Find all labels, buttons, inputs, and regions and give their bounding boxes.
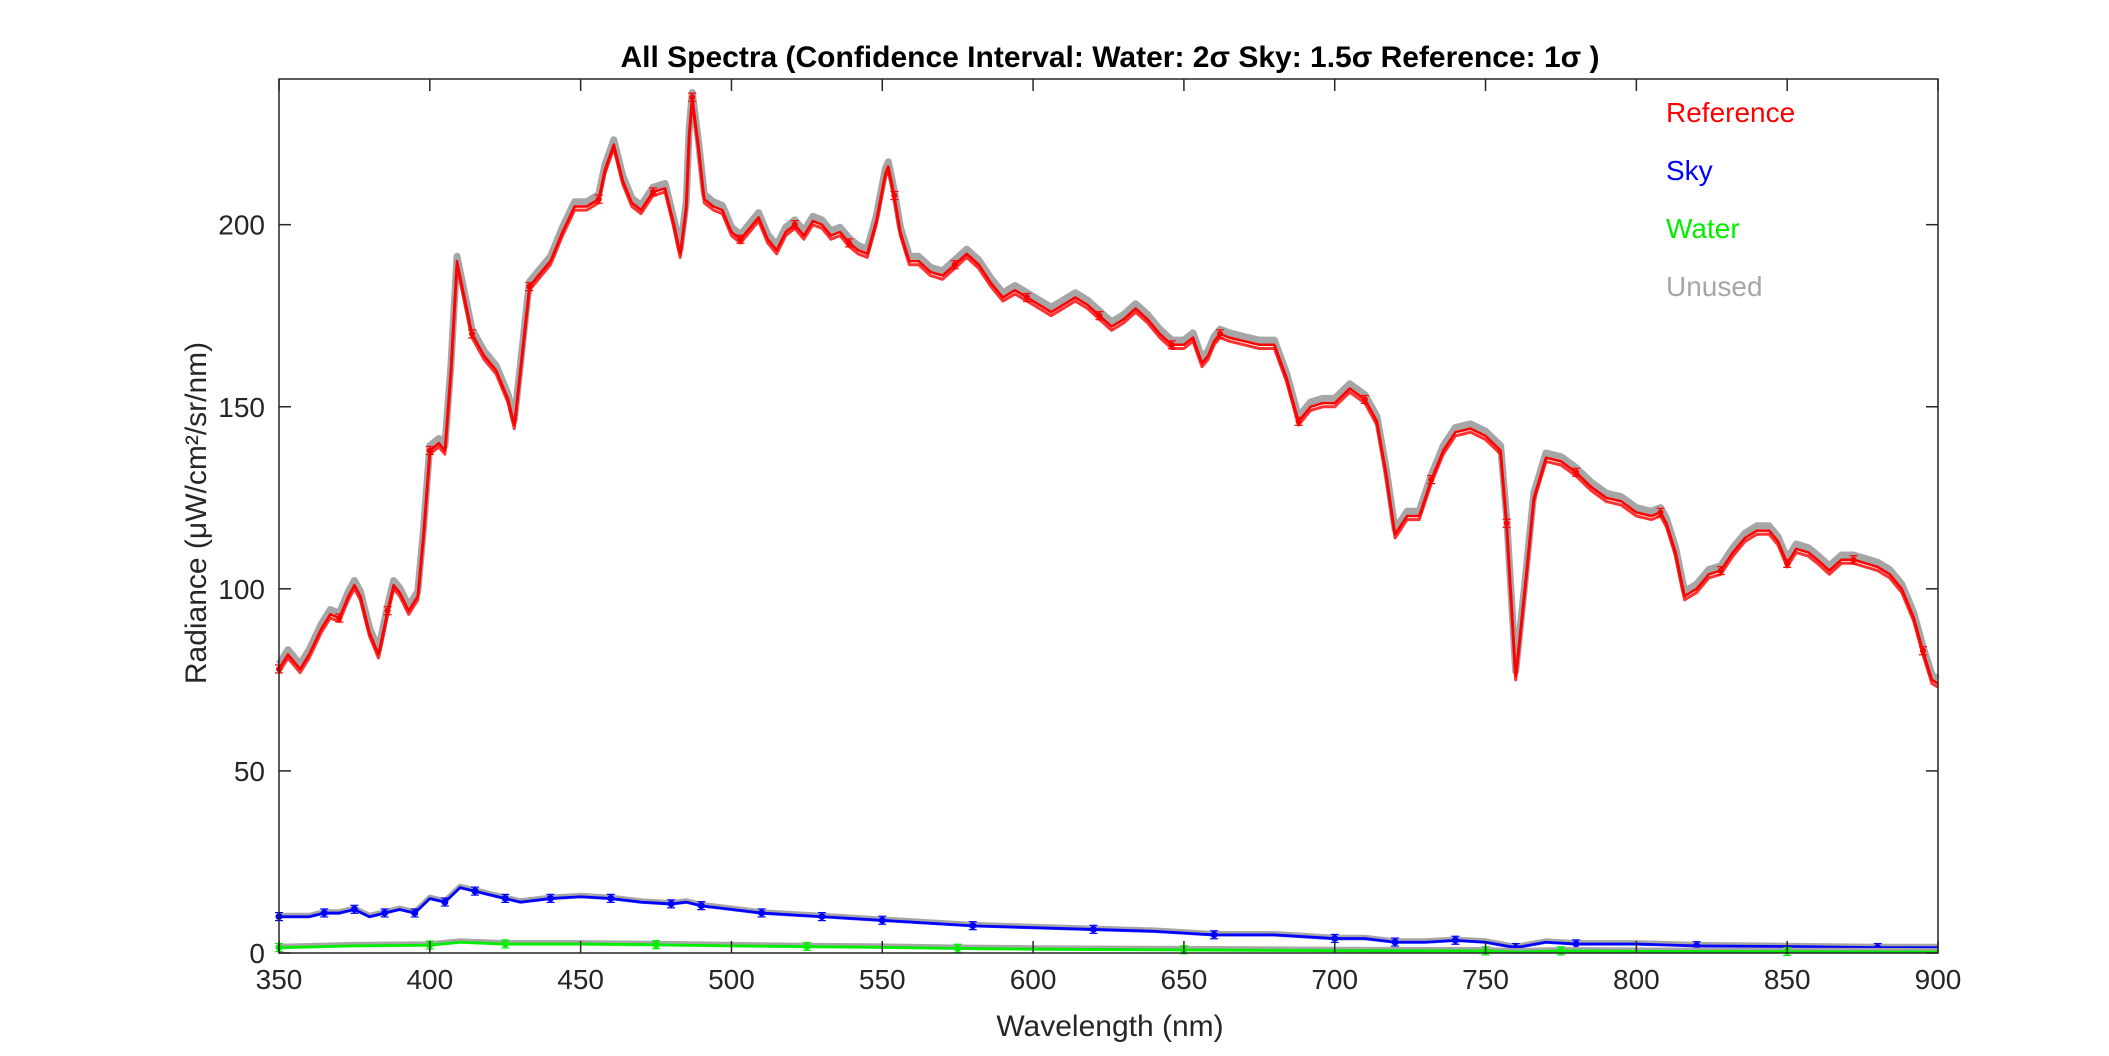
x-tick-label: 900 xyxy=(1915,964,1962,995)
series-reference-point xyxy=(468,329,477,339)
x-tick-label: 750 xyxy=(1462,964,1509,995)
series-unused-water-band xyxy=(278,938,1939,954)
series-water-point xyxy=(501,939,510,949)
series-reference-point xyxy=(1216,329,1225,339)
y-axis-label: Radiance (μW/cm²/sr/nm) xyxy=(180,342,213,684)
series-sky-point xyxy=(697,901,706,911)
x-axis-label: Wavelength (nm) xyxy=(996,1010,1223,1043)
y-tick-label: 50 xyxy=(234,756,265,787)
x-tick-label: 700 xyxy=(1311,964,1358,995)
series-sky-point xyxy=(380,908,389,918)
series-reference-point xyxy=(1656,507,1665,517)
series-reference-point xyxy=(736,234,745,244)
series-sky-point xyxy=(1089,924,1098,934)
series-layer xyxy=(275,89,1940,957)
series-reference-point xyxy=(425,445,434,456)
series-reference-point xyxy=(1023,292,1032,303)
x-tick-label: 500 xyxy=(708,964,755,995)
series-reference-point xyxy=(1716,566,1725,576)
series-reference-point xyxy=(594,194,603,204)
series-reference-point xyxy=(1360,394,1369,405)
x-tick-label: 800 xyxy=(1613,964,1660,995)
legend-entry-sky: Sky xyxy=(1666,155,1713,186)
series-reference-point xyxy=(1572,467,1581,477)
series-sky-point xyxy=(757,908,766,918)
series-reference-point xyxy=(525,281,534,292)
series-reference-point xyxy=(383,606,392,616)
series-sky-point xyxy=(320,908,329,918)
series-sky-point xyxy=(1391,937,1400,947)
y-tick-label: 100 xyxy=(218,574,265,605)
series-reference-point xyxy=(1294,416,1303,426)
series-reference-point xyxy=(790,220,799,230)
series-reference-point xyxy=(1849,555,1858,565)
series-sky-point xyxy=(410,908,419,918)
legend: Reference Sky Water Unused xyxy=(1666,97,1795,302)
y-tick-label: 150 xyxy=(218,392,265,423)
series-sky-point xyxy=(606,893,615,903)
series-water-point xyxy=(652,940,661,950)
legend-entry-water: Water xyxy=(1666,213,1740,244)
series-sky-point xyxy=(471,886,480,896)
x-tick-label: 450 xyxy=(557,964,604,995)
series-water-point xyxy=(802,941,811,952)
series-reference-point xyxy=(1427,474,1436,485)
series-reference-point xyxy=(1502,518,1511,528)
series-reference-point xyxy=(649,187,658,197)
legend-entry-reference: Reference xyxy=(1666,97,1795,128)
series-reference-point xyxy=(845,238,854,248)
series-sky-point xyxy=(968,921,977,931)
ticks-layer: 350 400 450 500 550 600 650 700 750 800 850 900 0 50 1… xyxy=(218,79,1961,995)
chart-title: All Spectra (Confidence Interval: Water:… xyxy=(620,41,1599,74)
x-tick-label: 350 xyxy=(256,964,303,995)
series-reference-point xyxy=(1918,646,1927,656)
series-sky-point xyxy=(546,893,555,903)
series-sky-point xyxy=(350,904,359,914)
series-reference-point xyxy=(688,92,697,102)
series-sky-point xyxy=(878,915,887,925)
y-tick-label: 200 xyxy=(218,210,265,241)
series-reference-point xyxy=(890,190,899,201)
x-tick-label: 400 xyxy=(406,964,453,995)
series-sky-point xyxy=(1451,935,1460,945)
x-tick-label: 550 xyxy=(859,964,906,995)
series-sky-point xyxy=(667,899,676,909)
series-sky-point xyxy=(817,911,826,922)
legend-entry-unused: Unused xyxy=(1666,271,1763,302)
x-tick-label: 850 xyxy=(1764,964,1811,995)
series-water-line xyxy=(278,940,1939,954)
series-sky-point xyxy=(1210,930,1219,940)
series-reference-point xyxy=(1095,311,1104,321)
series-reference-point xyxy=(335,613,344,623)
x-tick-label: 600 xyxy=(1010,964,1057,995)
plot-box xyxy=(278,78,1939,954)
series-reference-point xyxy=(1783,558,1792,568)
series-reference-point xyxy=(950,260,959,270)
series-sky-point xyxy=(501,893,510,903)
plot-area xyxy=(279,79,1938,953)
x-tick-label: 650 xyxy=(1161,964,1208,995)
y-tick-label: 0 xyxy=(249,938,265,969)
series-sky-point xyxy=(440,897,449,907)
series-reference-point xyxy=(1167,340,1176,350)
series-reference-line xyxy=(277,95,1939,685)
